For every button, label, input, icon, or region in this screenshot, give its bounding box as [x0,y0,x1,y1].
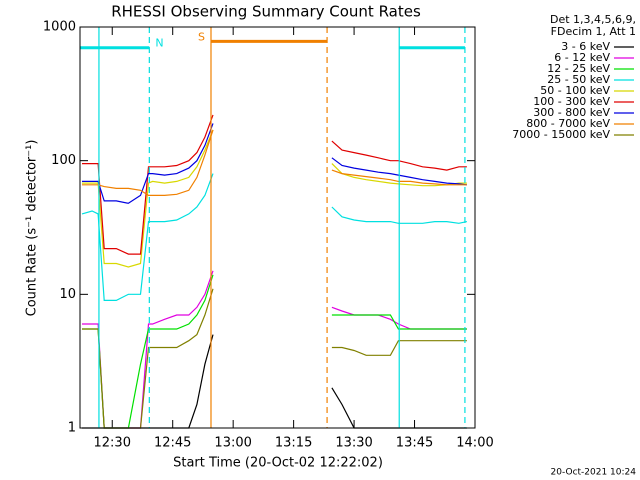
x-tick-label: 12:30 [94,436,131,451]
y-tick-label: 100 [51,153,76,168]
legend-label: 3 - 6 keV [561,40,610,53]
x-tick-label: 14:00 [456,436,493,451]
legend-header: Det 1,3,4,5,6,9, [550,13,636,26]
legend-label: 100 - 300 keV [533,95,610,108]
series-line [82,123,467,204]
legend-header: FDecim 1, Att 1 [551,25,636,38]
legend-label: 300 - 800 keV [533,106,610,119]
y-tick-label: 1000 [43,20,76,35]
legend-label: 12 - 25 keV [547,62,610,75]
footer: 20-Oct-2021 10:24 [551,468,637,478]
y-tick-label: 10 [59,287,76,302]
plot-frame [79,26,476,429]
x-tick-label: 12:45 [154,436,191,451]
y-tick-label: 1 [68,421,76,436]
legend-label: 25 - 50 keV [547,73,610,86]
chart-title: RHESSI Observing Summary Count Rates [111,3,421,21]
y-axis-label: Count Rate (s⁻¹ detector⁻¹) [25,140,40,317]
legend-label: 7000 - 15000 keV [512,128,610,141]
legend-label: 800 - 7000 keV [526,117,610,130]
x-tick-label: 13:30 [335,436,372,451]
state-label: S [198,30,205,43]
series-line [82,114,467,255]
x-tick-label: 13:45 [396,436,433,451]
x-tick-label: 13:00 [214,436,251,451]
series-line [82,129,467,196]
state-label: N [155,37,163,50]
x-axis-label: Start Time (20-Oct-02 12:22:02) [173,456,383,471]
series-line [82,288,467,429]
legend-label: 6 - 12 keV [554,51,610,64]
legend-label: 50 - 100 keV [540,84,610,97]
x-tick-label: 13:15 [275,436,312,451]
series-line [81,173,468,301]
